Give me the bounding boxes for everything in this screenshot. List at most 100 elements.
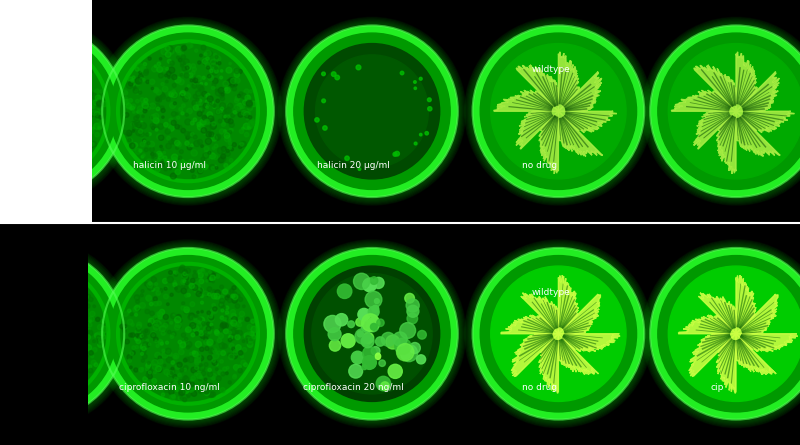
Ellipse shape [136,327,141,331]
Ellipse shape [156,107,160,111]
Ellipse shape [206,322,210,325]
Ellipse shape [214,165,217,168]
Ellipse shape [175,322,182,328]
Ellipse shape [55,347,59,351]
Ellipse shape [1,123,6,128]
Ellipse shape [17,71,22,76]
Ellipse shape [230,337,234,340]
Ellipse shape [2,66,8,72]
Ellipse shape [137,322,142,327]
Ellipse shape [177,56,179,59]
Ellipse shape [78,353,82,357]
Ellipse shape [235,345,242,350]
Ellipse shape [2,379,7,383]
Ellipse shape [65,290,71,295]
Ellipse shape [97,101,103,108]
Ellipse shape [162,66,166,69]
Ellipse shape [18,59,22,63]
Ellipse shape [0,373,1,377]
Ellipse shape [190,121,194,125]
Ellipse shape [58,368,62,372]
Ellipse shape [322,99,326,103]
Ellipse shape [66,89,68,92]
Ellipse shape [15,388,20,392]
Ellipse shape [154,337,158,341]
Ellipse shape [224,164,228,168]
Ellipse shape [150,79,155,85]
Ellipse shape [37,281,39,284]
Ellipse shape [215,134,221,140]
Ellipse shape [48,93,50,95]
Ellipse shape [206,132,211,137]
Ellipse shape [26,77,31,83]
Ellipse shape [241,142,246,147]
Ellipse shape [32,273,38,279]
Ellipse shape [190,79,193,82]
Ellipse shape [362,336,371,346]
Ellipse shape [41,379,44,382]
Ellipse shape [152,66,158,72]
Ellipse shape [212,308,218,313]
Ellipse shape [51,301,54,304]
Ellipse shape [192,175,196,178]
Ellipse shape [52,164,58,170]
Ellipse shape [62,303,66,307]
Ellipse shape [238,69,242,73]
Ellipse shape [172,382,178,388]
Ellipse shape [66,109,71,114]
Ellipse shape [159,162,165,167]
Ellipse shape [247,342,253,348]
Ellipse shape [3,297,8,301]
Ellipse shape [84,68,89,73]
Ellipse shape [206,138,211,144]
Ellipse shape [54,331,58,334]
Ellipse shape [221,372,225,376]
Ellipse shape [126,103,131,109]
Ellipse shape [85,106,90,111]
Ellipse shape [162,393,165,396]
Ellipse shape [228,381,231,384]
Ellipse shape [180,93,184,97]
Ellipse shape [184,73,189,78]
Ellipse shape [38,97,40,100]
Ellipse shape [46,101,51,105]
Ellipse shape [75,296,79,300]
Ellipse shape [230,320,237,326]
Ellipse shape [348,321,354,328]
Ellipse shape [127,309,131,313]
Ellipse shape [79,354,85,360]
Ellipse shape [198,106,204,112]
Ellipse shape [249,341,253,346]
Ellipse shape [218,338,222,343]
Ellipse shape [82,294,86,298]
Ellipse shape [169,389,174,395]
Ellipse shape [143,70,149,75]
Ellipse shape [185,384,191,390]
Ellipse shape [22,83,26,87]
Ellipse shape [174,316,181,323]
Ellipse shape [56,106,58,109]
Ellipse shape [80,335,83,338]
Ellipse shape [74,82,77,85]
Ellipse shape [214,275,218,278]
Ellipse shape [57,155,61,159]
Ellipse shape [197,320,201,324]
Ellipse shape [157,62,161,65]
Ellipse shape [175,286,182,292]
Bar [0,0,92,222]
Ellipse shape [97,338,103,344]
Ellipse shape [44,271,46,273]
Ellipse shape [160,145,162,148]
Ellipse shape [51,45,56,50]
Ellipse shape [81,329,86,335]
Ellipse shape [405,293,414,303]
Ellipse shape [44,315,47,317]
Ellipse shape [26,125,30,129]
Ellipse shape [196,105,201,109]
Ellipse shape [78,139,82,142]
Ellipse shape [50,86,54,91]
Ellipse shape [46,162,50,167]
Ellipse shape [122,327,126,331]
Ellipse shape [68,61,71,65]
Ellipse shape [229,320,233,324]
